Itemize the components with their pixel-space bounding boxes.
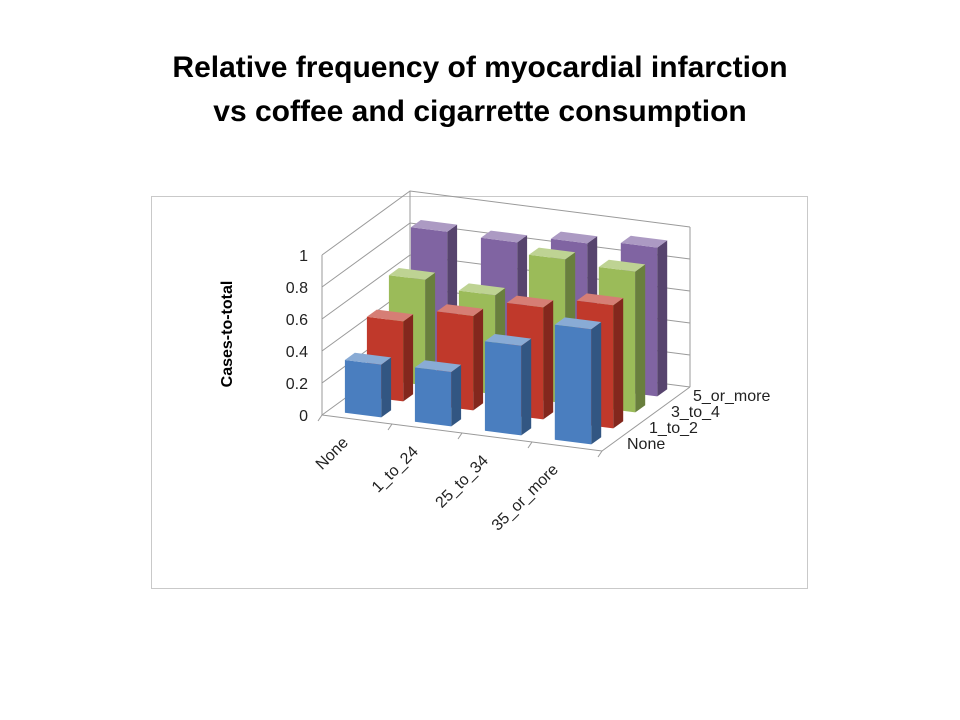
- bar-side-face: [657, 240, 668, 397]
- chart-title: Relative frequency of myocardial infarct…: [0, 46, 960, 134]
- depth-label: 1_to_2: [649, 420, 698, 437]
- y-tick-label: 0.8: [286, 280, 308, 297]
- bar-top-face: [598, 259, 646, 272]
- bar-side-face: [543, 300, 554, 420]
- bar-top-face: [458, 283, 506, 296]
- x-tick: [457, 432, 463, 440]
- bar-None-None: [344, 352, 392, 418]
- bar-front-face: [344, 360, 382, 418]
- y-axis-label: Cases-to-total: [219, 281, 236, 388]
- bar-front-face: [414, 367, 452, 427]
- bar-top-face: [528, 247, 576, 260]
- title-line-2: vs coffee and cigarrette consumption: [213, 95, 747, 128]
- y-tick-label: 0.2: [286, 376, 308, 393]
- bar-None-35_or_more: [554, 317, 602, 445]
- bar-side-face: [425, 272, 436, 386]
- bar-top-face: [506, 295, 554, 308]
- x-tick: [387, 423, 393, 431]
- bar-side-face: [381, 357, 392, 418]
- bar-side-face: [521, 338, 532, 436]
- bar-side-face: [403, 314, 414, 402]
- bar-top-face: [388, 268, 436, 280]
- y-tick-label: 0.6: [286, 312, 308, 329]
- bar-top-face: [344, 352, 392, 365]
- bar-top-face: [554, 317, 602, 330]
- x-tick: [597, 450, 603, 458]
- x-category-label: None: [313, 434, 352, 473]
- bar-front-face: [554, 324, 592, 445]
- bar-front-face: [484, 341, 522, 436]
- bar-side-face: [613, 298, 624, 429]
- bar-top-face: [436, 304, 484, 316]
- depth-label: 3_to_4: [671, 404, 720, 421]
- bar-top-face: [576, 293, 624, 306]
- bar-side-face: [635, 264, 646, 413]
- x-tick: [527, 441, 533, 449]
- depth-label: 5_or_more: [693, 388, 770, 405]
- x-category-label: 25_to_34: [433, 452, 492, 511]
- bar-side-face: [473, 308, 484, 411]
- bar-top-face: [366, 309, 414, 322]
- title-line-1: Relative frequency of myocardial infarct…: [172, 51, 788, 84]
- depth-label: None: [627, 436, 665, 453]
- y-tick-label: 0.4: [286, 344, 308, 361]
- x-category-label: 35_or_more: [489, 461, 562, 534]
- bar-top-face: [480, 230, 528, 243]
- bar-top-face: [484, 334, 532, 346]
- bar-top-face: [410, 220, 458, 232]
- bar-side-face: [591, 322, 602, 445]
- bar-None-1_to_24: [414, 360, 462, 427]
- x-category-label: 1_to_24: [369, 443, 422, 496]
- x-tick: [317, 414, 323, 422]
- bar-None-25_to_34: [484, 334, 532, 436]
- y-tick-label: 1: [299, 248, 308, 265]
- bar-top-face: [550, 231, 598, 244]
- y-tick-label: 0: [299, 408, 308, 425]
- bar-top-face: [620, 235, 668, 248]
- bar-top-face: [414, 360, 462, 372]
- bar-side-face: [451, 364, 462, 427]
